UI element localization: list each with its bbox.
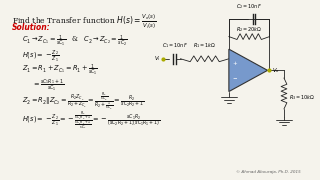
Text: $V_i$: $V_i$ — [154, 54, 160, 63]
Text: $C_2=10nF$: $C_2=10nF$ — [236, 2, 262, 11]
Text: Find the Transfer function $H(s) = \frac{V_o(s)}{V_i(s)}$: Find the Transfer function $H(s) = \frac… — [12, 12, 157, 31]
Text: $Z_2 = R_2 \| Z_{C_2} = \frac{R_2 Z_{C_2}}{R_2 + Z_{C_2}} = \frac{\frac{R_2}{sC_: $Z_2 = R_2 \| Z_{C_2} = \frac{R_2 Z_{C_2… — [22, 91, 145, 112]
Text: $C_1=10nF$: $C_1=10nF$ — [162, 41, 188, 50]
Text: $= \frac{sC_1R_1 + 1}{sC_1}$: $= \frac{sC_1R_1 + 1}{sC_1}$ — [32, 77, 64, 93]
Text: $Z_1 = R_1 + Z_{C_1} = R_1 + \frac{1}{sC_1}$: $Z_1 = R_1 + Z_{C_1} = R_1 + \frac{1}{sC… — [22, 62, 98, 77]
Text: $R_2=20k\Omega$: $R_2=20k\Omega$ — [236, 25, 262, 34]
Text: $+$: $+$ — [232, 59, 238, 67]
Text: $H(s) = -\frac{Z_2}{Z_1}$: $H(s) = -\frac{Z_2}{Z_1}$ — [22, 48, 59, 64]
Text: $C_1 \rightarrow Z_{C_1} = \frac{1}{sC_1}$   &   $C_2 \rightarrow Z_{C_2} = \fra: $C_1 \rightarrow Z_{C_1} = \frac{1}{sC_1… — [22, 33, 127, 48]
Polygon shape — [229, 49, 268, 92]
Text: Solution:: Solution: — [12, 23, 51, 32]
Text: $-$: $-$ — [232, 76, 238, 81]
Text: $R_1=1k\Omega$: $R_1=1k\Omega$ — [193, 41, 216, 50]
Text: © Ahmad Abouraja, Ph.D. 2015: © Ahmad Abouraja, Ph.D. 2015 — [236, 170, 300, 174]
Text: $R_3=10k\Omega$: $R_3=10k\Omega$ — [289, 93, 315, 102]
Text: $H(s) = -\frac{Z_2}{Z_1} = -\frac{\frac{R_2}{sC_2R_2+1}}{\frac{sC_1R_1+1}{sC_1}}: $H(s) = -\frac{Z_2}{Z_1} = -\frac{\frac{… — [22, 110, 160, 132]
Text: $V_o$: $V_o$ — [272, 66, 280, 75]
